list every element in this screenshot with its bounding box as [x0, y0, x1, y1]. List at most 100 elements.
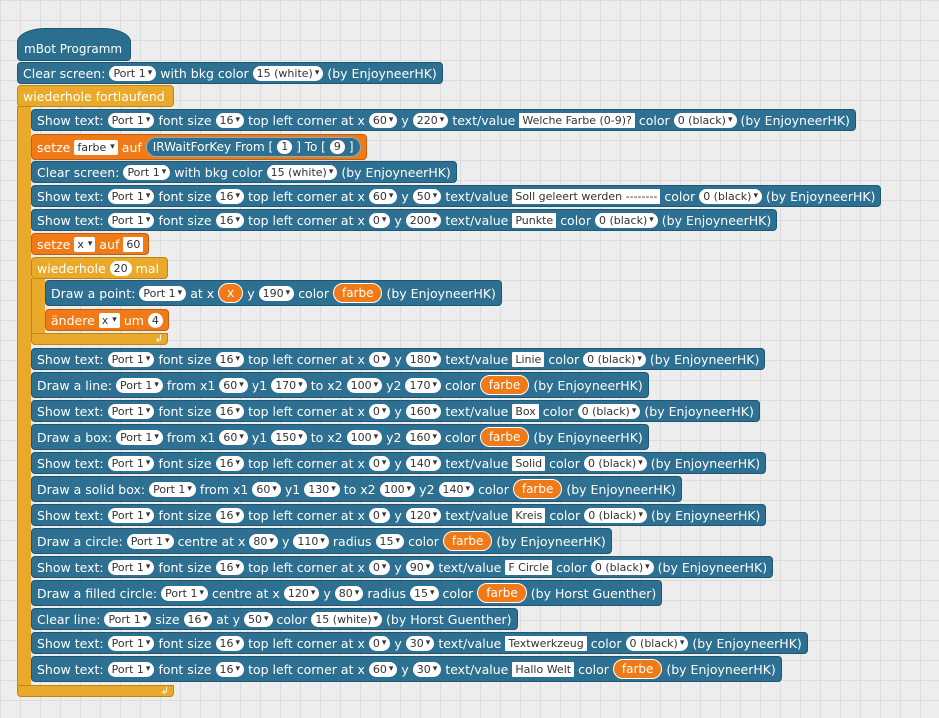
radius-dropdown[interactable]: 15: [409, 585, 439, 601]
y-dropdown[interactable]: 110: [293, 533, 329, 549]
port-dropdown[interactable]: Port 1: [107, 112, 155, 128]
text-input[interactable]: Linie: [512, 351, 545, 367]
text-input[interactable]: F Circle: [505, 559, 553, 575]
port-dropdown[interactable]: Port 1: [107, 455, 155, 471]
y1-dropdown[interactable]: 130: [304, 481, 340, 497]
to-input[interactable]: 9: [329, 140, 345, 154]
port-dropdown[interactable]: Port 1: [161, 585, 208, 601]
y-dropdown[interactable]: 90: [405, 559, 435, 575]
x-dropdown[interactable]: 60: [368, 661, 398, 677]
port-dropdown[interactable]: Port 1: [107, 559, 155, 575]
loop-forever-block[interactable]: wiederhole fortlaufend: [17, 85, 174, 107]
x-dropdown[interactable]: 0: [368, 559, 391, 575]
port-dropdown[interactable]: Port 1: [107, 188, 155, 204]
show-text-block[interactable]: Show text: Port 1 font size 16 top left …: [31, 504, 767, 526]
show-text-block[interactable]: Show text: Port 1 font size 16 top left …: [31, 209, 778, 231]
port-dropdown[interactable]: Port 1: [107, 403, 155, 419]
y1-dropdown[interactable]: 170: [271, 377, 307, 393]
color-dropdown[interactable]: 0 (black): [673, 112, 737, 128]
color-dropdown[interactable]: 0 (black): [583, 351, 646, 367]
port-dropdown[interactable]: Port 1: [107, 661, 155, 677]
value-input[interactable]: 4: [147, 312, 163, 328]
port-dropdown[interactable]: Port 1: [107, 212, 155, 228]
port-dropdown[interactable]: Port 1: [104, 611, 152, 627]
text-input[interactable]: Welche Farbe (0-9)?: [519, 112, 635, 128]
color-dropdown[interactable]: 0 (black): [594, 212, 658, 228]
color-dropdown[interactable]: 0 (black): [584, 507, 647, 523]
port-dropdown[interactable]: Port 1: [126, 533, 174, 549]
port-dropdown[interactable]: Port 1: [107, 351, 155, 367]
x2-dropdown[interactable]: 100: [379, 481, 416, 497]
show-text-block[interactable]: Show text: Port 1 font size 16 top left …: [31, 452, 767, 474]
draw-solid-box-block[interactable]: Draw a solid box: Port 1 from x1 60 y1 1…: [31, 476, 682, 502]
repeat-block[interactable]: wiederhole 20 mal: [31, 257, 168, 279]
y2-dropdown[interactable]: 140: [438, 481, 475, 497]
port-dropdown[interactable]: Port 1: [139, 285, 187, 301]
color-variable-reporter[interactable]: farbe: [479, 375, 530, 395]
y-dropdown[interactable]: 220: [412, 112, 449, 128]
clear-line-block[interactable]: Clear line: Port 1 size 16 at y 50 color…: [31, 608, 518, 630]
y-dropdown[interactable]: 50: [244, 611, 273, 627]
y-dropdown[interactable]: 120: [405, 507, 442, 523]
y-dropdown[interactable]: 80: [334, 585, 364, 601]
variable-dropdown[interactable]: farbe: [74, 139, 118, 155]
x-dropdown[interactable]: 120: [283, 585, 320, 601]
show-text-block[interactable]: Show text: Port 1 font size 16 top left …: [31, 556, 774, 578]
size-dropdown[interactable]: 16: [215, 559, 245, 575]
color-dropdown[interactable]: 0 (black): [590, 559, 654, 575]
x-dropdown[interactable]: 60: [368, 112, 398, 128]
draw-line-block[interactable]: Draw a line: Port 1 from x1 60 y1 170 to…: [31, 372, 649, 398]
color-variable-reporter[interactable]: farbe: [477, 583, 527, 603]
text-input[interactable]: Kreis: [512, 507, 546, 523]
text-input[interactable]: Textwerkzeug: [505, 635, 587, 651]
size-dropdown[interactable]: 16: [215, 403, 245, 419]
y-dropdown[interactable]: 160: [405, 403, 442, 419]
port-dropdown[interactable]: Port 1: [116, 377, 163, 393]
y-dropdown[interactable]: 200: [405, 212, 442, 228]
color-dropdown[interactable]: 0 (black): [577, 403, 641, 419]
port-dropdown[interactable]: Port 1: [107, 635, 155, 651]
y-dropdown[interactable]: 140: [405, 455, 442, 471]
show-text-block[interactable]: Show text: Port 1 font size 16 top left …: [31, 656, 782, 682]
size-dropdown[interactable]: 16: [215, 212, 245, 228]
port-dropdown[interactable]: Port 1: [109, 65, 157, 81]
y1-dropdown[interactable]: 150: [271, 429, 307, 445]
x-dropdown[interactable]: 0: [368, 403, 391, 419]
size-dropdown[interactable]: 16: [215, 455, 245, 471]
y-dropdown[interactable]: 180: [405, 351, 442, 367]
color-variable-reporter[interactable]: farbe: [332, 283, 383, 303]
program-hat-block[interactable]: mBot Programm: [17, 28, 131, 61]
text-input[interactable]: Solid: [512, 455, 546, 471]
port-dropdown[interactable]: Port 1: [123, 164, 171, 180]
x-dropdown[interactable]: 0: [368, 455, 391, 471]
text-input[interactable]: Soll geleert werden --------: [512, 188, 661, 204]
size-dropdown[interactable]: 16: [215, 188, 245, 204]
text-input[interactable]: Punkte: [512, 212, 557, 228]
color-variable-reporter[interactable]: farbe: [612, 659, 663, 679]
radius-dropdown[interactable]: 15: [375, 533, 405, 549]
clear-screen-block[interactable]: Clear screen: Port 1 with bkg color 15 (…: [31, 161, 457, 183]
color-variable-reporter[interactable]: farbe: [512, 479, 563, 499]
color-dropdown[interactable]: 0 (black): [699, 188, 762, 204]
x1-dropdown[interactable]: 60: [219, 377, 248, 393]
port-dropdown[interactable]: Port 1: [107, 507, 155, 523]
set-variable-block[interactable]: setze farbe auf IRWaitForKey From [ 1 ] …: [31, 134, 367, 160]
color-variable-reporter[interactable]: farbe: [479, 427, 530, 447]
x2-dropdown[interactable]: 100: [346, 377, 383, 393]
size-dropdown[interactable]: 16: [215, 112, 245, 128]
color-variable-reporter[interactable]: farbe: [442, 531, 493, 551]
show-text-block[interactable]: Show text: Port 1 font size 16 top left …: [31, 348, 766, 370]
variable-dropdown[interactable]: x: [98, 312, 120, 328]
x2-dropdown[interactable]: 100: [346, 429, 383, 445]
variable-dropdown[interactable]: x: [74, 236, 96, 252]
y-dropdown[interactable]: 30: [412, 661, 442, 677]
from-input[interactable]: 1: [277, 140, 293, 154]
x-dropdown[interactable]: 0: [368, 212, 391, 228]
draw-circle-block[interactable]: Draw a circle: Port 1 centre at x 80 y 1…: [31, 528, 612, 554]
clear-screen-block[interactable]: Clear screen: Port 1 with bkg color 15 (…: [17, 62, 443, 84]
size-dropdown[interactable]: 16: [183, 611, 213, 627]
size-dropdown[interactable]: 16: [215, 661, 245, 677]
draw-box-block[interactable]: Draw a box: Port 1 from x1 60 y1 150 to …: [31, 424, 649, 450]
repeat-count-input[interactable]: 20: [109, 260, 132, 276]
x-dropdown[interactable]: 0: [368, 635, 391, 651]
